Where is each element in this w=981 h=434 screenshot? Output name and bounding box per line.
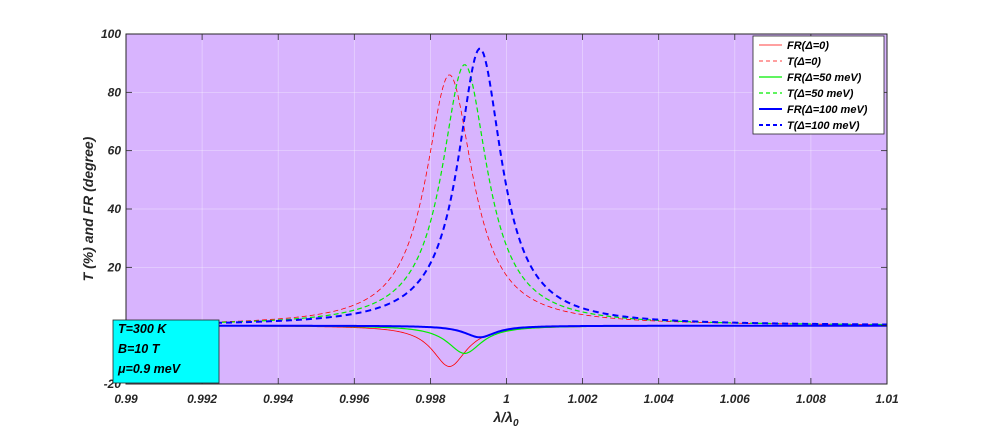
series-line	[126, 324, 887, 339]
x-tick-label: 0.994	[263, 392, 293, 406]
x-tick-label: 1.002	[568, 392, 598, 406]
x-tick-label: 1.006	[720, 392, 750, 406]
y-tick-label: 60	[108, 144, 122, 158]
y-tick-label: 40	[107, 202, 122, 216]
annotation-box	[112, 319, 220, 384]
y-tick-label: 80	[108, 85, 122, 99]
legend: FR(Δ=0) T(Δ=0) FR(Δ=50 meV) T(Δ=50 meV) FR(Δ…	[752, 35, 885, 135]
x-tick-label: 1.01	[875, 392, 899, 406]
x-axis-label: λ/λ0	[492, 409, 518, 429]
legend-entry: FR(Δ=100 meV)	[787, 104, 868, 116]
x-tick-label: 1.008	[796, 392, 826, 406]
series-line	[125, 64, 888, 326]
series-lines	[125, 47, 888, 367]
annotation-line-temperature: T=300 K	[118, 322, 167, 336]
series-line	[125, 74, 887, 325]
legend-entry: T(Δ=100 meV)	[787, 120, 860, 132]
y-axis-label: T (%) and FR (degree)	[80, 136, 96, 281]
x-tick-label: 0.99	[114, 392, 138, 406]
legend-entry: T(Δ=0)	[787, 56, 821, 68]
x-tick-label: 0.998	[415, 392, 445, 406]
y-tick-label: 100	[101, 27, 121, 41]
annotation-line-field: B=10 T	[118, 342, 161, 356]
parameter-annotation-box: T=300 K B=10 T μ=0.9 meV	[112, 319, 220, 384]
legend-entry: FR(Δ=0)	[787, 40, 829, 52]
y-tick-label: 20	[107, 260, 122, 274]
x-tick-label: 0.996	[339, 392, 369, 406]
x-tick-label: 0.992	[187, 392, 217, 406]
legend-entry: FR(Δ=50 meV)	[787, 72, 862, 84]
x-tick-label: 1.004	[644, 392, 674, 406]
x-tick-label: 1	[503, 392, 510, 406]
annotation-line-chemical-potential: μ=0.9 meV	[117, 362, 182, 376]
legend-entry: T(Δ=50 meV)	[787, 88, 854, 100]
legend-box	[752, 35, 885, 135]
